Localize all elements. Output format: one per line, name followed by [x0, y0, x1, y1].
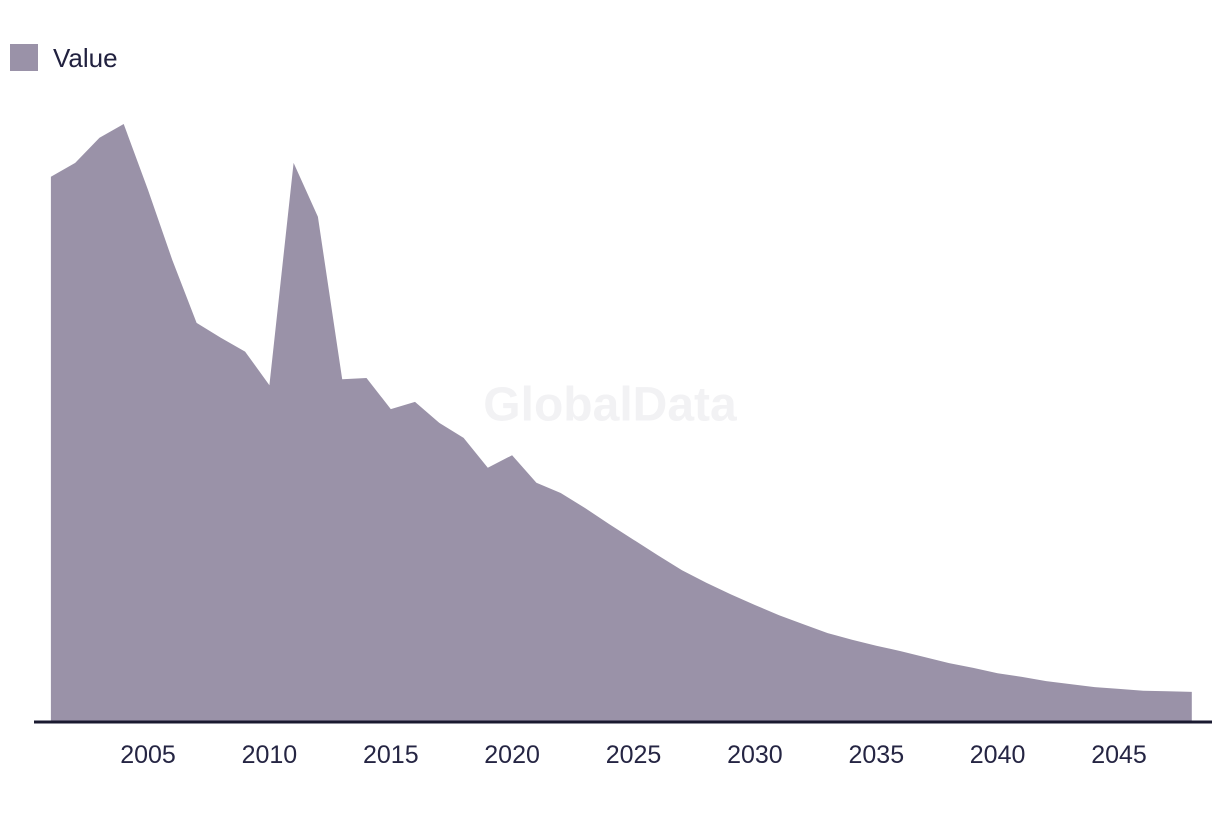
- x-tick-label-2015: 2015: [363, 741, 419, 769]
- x-tick-label-2040: 2040: [970, 741, 1026, 769]
- x-axis-tick-labels: 2005 2010 2015 2020 2025 2030 2035 2040 2045: [120, 741, 1147, 769]
- x-tick-label-2010: 2010: [242, 741, 298, 769]
- x-tick-label-2030: 2030: [727, 741, 783, 769]
- legend-label: Value: [53, 42, 118, 73]
- x-tick-label-2025: 2025: [606, 741, 662, 769]
- legend-swatch-icon: [10, 44, 38, 71]
- x-tick-label-2035: 2035: [848, 741, 904, 769]
- x-tick-label-2020: 2020: [484, 741, 540, 769]
- x-tick-label-2005: 2005: [120, 741, 176, 769]
- area-series-value[interactable]: [50, 124, 1192, 723]
- legend: Value: [10, 44, 118, 71]
- watermark: GlobalData: [483, 378, 737, 432]
- legend-item-value[interactable]: Value: [10, 44, 118, 71]
- x-tick-label-2045: 2045: [1091, 741, 1147, 769]
